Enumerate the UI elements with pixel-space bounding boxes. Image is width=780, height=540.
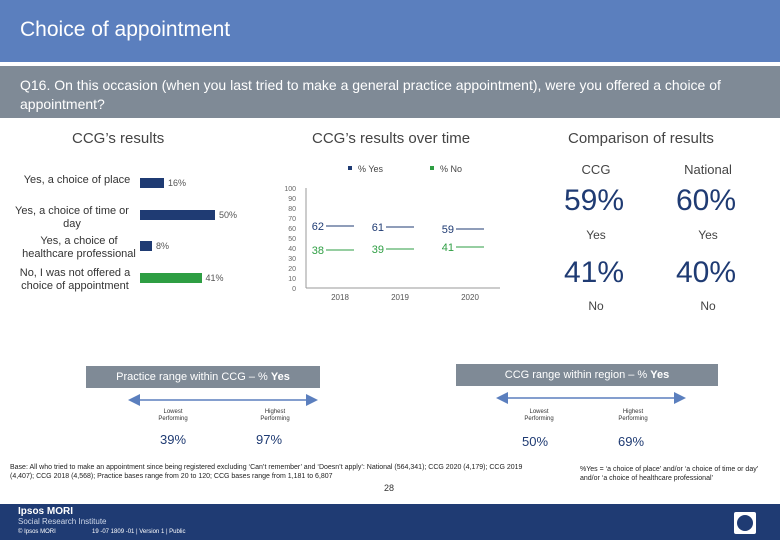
copyright: © Ipsos MORI bbox=[18, 529, 56, 535]
series-0-label-1: 61 bbox=[372, 222, 384, 234]
yes-definition-note: %Yes = ‘a choice of place’ and/or ‘a cho… bbox=[580, 466, 759, 482]
y-tick-80: 80 bbox=[288, 206, 296, 213]
title-bar: Choice of appointment bbox=[0, 0, 780, 62]
base-note: Base: All who tried to make an appointme… bbox=[10, 464, 523, 480]
comparison-col-national: National bbox=[684, 162, 732, 177]
region-range-label: CCG range within region – % bbox=[504, 369, 651, 381]
x-tick-2018: 2018 bbox=[331, 293, 349, 302]
y-tick-30: 30 bbox=[288, 256, 296, 263]
over-time-title: CCG’s results over time bbox=[312, 130, 471, 147]
series-0-label-0: 62 bbox=[312, 221, 324, 233]
comparison-no-national: 40% bbox=[675, 256, 737, 289]
ccg-results-title: CCG’s results bbox=[72, 130, 165, 147]
comparison-yes-national: 60% bbox=[675, 184, 737, 217]
bar-label-place: Yes, a choice of place bbox=[23, 174, 131, 186]
region-range-arrow bbox=[496, 390, 696, 406]
comparison-no-label-national: No bbox=[700, 299, 716, 313]
y-tick-60: 60 bbox=[288, 226, 296, 233]
bar-value-1: 50% bbox=[219, 210, 238, 220]
comparison-no-ccg: 41% bbox=[563, 256, 625, 289]
bar-label-professional: Yes, a choice of healthcare professional bbox=[22, 235, 136, 260]
comparison-title: Comparison of results bbox=[568, 130, 714, 147]
practice-range-arrow bbox=[128, 392, 328, 408]
series-1-label-1: 39 bbox=[372, 244, 384, 256]
legend-swatch-1 bbox=[430, 166, 434, 170]
practice-range-label-bold: Yes bbox=[270, 371, 290, 383]
bar-2 bbox=[140, 241, 152, 251]
practice-range-label: Practice range within CCG – % bbox=[116, 371, 271, 383]
comparison-no-label-ccg: No bbox=[588, 299, 604, 313]
y-tick-100: 100 bbox=[284, 186, 296, 193]
page-title: Choice of appointment bbox=[20, 18, 231, 41]
comparison-yes-label-ccg: Yes bbox=[586, 228, 606, 242]
region-highest-value: 69% bbox=[618, 434, 645, 449]
bar-value-0: 16% bbox=[168, 178, 187, 188]
practice-highest-value: 97% bbox=[256, 432, 283, 447]
comparison-col-ccg: CCG bbox=[581, 162, 611, 177]
page-number: 28 bbox=[384, 483, 395, 493]
y-tick-70: 70 bbox=[288, 216, 296, 223]
region-lowest-label: Lowest Performing bbox=[524, 409, 554, 422]
question-text: Q16. On this occasion (when you last tri… bbox=[20, 77, 721, 112]
region-lowest-value: 50% bbox=[522, 434, 549, 449]
practice-lowest-value: 39% bbox=[160, 432, 187, 447]
brand-sub: Social Research Institute bbox=[18, 517, 107, 526]
ipsos-logo-icon bbox=[734, 512, 756, 534]
bar-value-2: 8% bbox=[156, 241, 170, 251]
ccg-bar-chart: Yes, a choice of place Yes, a choice of … bbox=[0, 160, 260, 300]
practice-highest-label: Highest Performing bbox=[260, 409, 290, 422]
question-bar: Q16. On this occasion (when you last tri… bbox=[0, 66, 780, 118]
series-1-label-2: 41 bbox=[442, 242, 454, 254]
y-tick-90: 90 bbox=[288, 196, 296, 203]
bar-3 bbox=[140, 273, 202, 283]
y-tick-40: 40 bbox=[288, 246, 296, 253]
series-0-label-2: 59 bbox=[442, 224, 454, 236]
x-tick-2019: 2019 bbox=[391, 293, 409, 302]
x-tick-2020: 2020 bbox=[461, 293, 479, 302]
bar-0 bbox=[140, 178, 164, 188]
comparison-yes-label-national: Yes bbox=[698, 228, 718, 242]
comparison-yes-ccg: 59% bbox=[563, 184, 625, 217]
region-highest-label: Highest Performing bbox=[618, 409, 648, 422]
bar-label-time: Yes, a choice of time or day bbox=[15, 205, 129, 230]
y-tick-50: 50 bbox=[288, 236, 296, 243]
legend-label-0: % Yes bbox=[358, 164, 384, 174]
region-range-header: CCG range within region – % Yes bbox=[456, 364, 718, 386]
y-tick-10: 10 bbox=[288, 276, 296, 283]
footer-bar bbox=[0, 504, 780, 540]
series-1-label-0: 38 bbox=[312, 245, 324, 257]
y-tick-20: 20 bbox=[288, 266, 296, 273]
bar-1 bbox=[140, 210, 215, 220]
practice-lowest-label: Lowest Performing bbox=[158, 409, 188, 422]
document-id: 19 -07 1809 -01 | Version 1 | Public bbox=[92, 529, 186, 535]
y-tick-0: 0 bbox=[292, 286, 296, 293]
legend-swatch-0 bbox=[348, 166, 352, 170]
brand-logo: Ipsos MORI bbox=[18, 506, 74, 517]
legend-label-1: % No bbox=[440, 164, 462, 174]
bar-value-3: 41% bbox=[205, 273, 224, 283]
practice-range-header: Practice range within CCG – % Yes bbox=[86, 366, 320, 388]
bar-label-no: No, I was not offered a choice of appoin… bbox=[19, 267, 131, 292]
region-range-label-bold: Yes bbox=[650, 369, 670, 381]
